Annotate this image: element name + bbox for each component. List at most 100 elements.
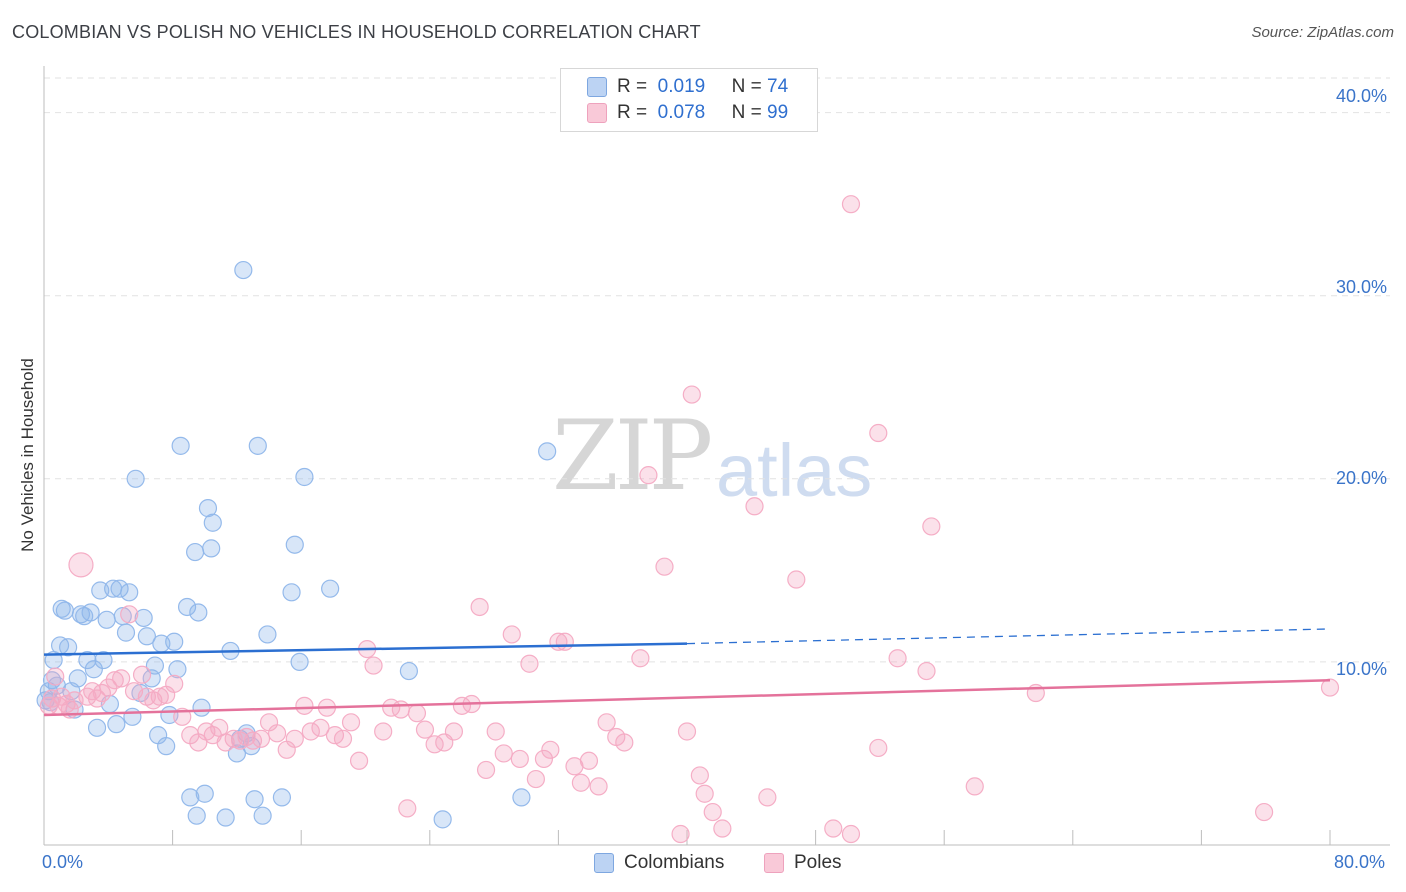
polish-point bbox=[841, 195, 861, 214]
colombian-point bbox=[165, 632, 184, 651]
colombian-point bbox=[52, 599, 71, 618]
colombian-point bbox=[134, 608, 153, 628]
colombian-point bbox=[187, 806, 206, 825]
polish-point bbox=[374, 722, 393, 741]
polish-point bbox=[150, 687, 169, 706]
colombian-point bbox=[321, 579, 340, 598]
colombian-point bbox=[285, 535, 304, 554]
legend-r-label: R = bbox=[617, 102, 648, 123]
stats-legend: R = 0.019 N = 74 R = 0.078 N = 99 bbox=[560, 68, 818, 132]
colombian-point bbox=[189, 603, 208, 622]
y-tick-label-20: 20.0% bbox=[1336, 468, 1388, 488]
colombian-point bbox=[203, 513, 222, 532]
legend-item-colombians[interactable]: Colombians bbox=[594, 852, 724, 874]
colombian-trend-line bbox=[43, 642, 688, 656]
polish-point bbox=[824, 819, 843, 838]
polish-point bbox=[486, 722, 505, 741]
colombian-point bbox=[157, 737, 176, 756]
colombian-point bbox=[195, 784, 214, 803]
y-tick-label-40: 40.0% bbox=[1336, 86, 1388, 106]
colombian-point bbox=[59, 638, 78, 657]
x-tick-label-max: 80.0% bbox=[1334, 852, 1386, 872]
legend-item-poles[interactable]: Poles bbox=[764, 852, 842, 874]
polish-point bbox=[555, 632, 574, 651]
legend-swatch-pink bbox=[764, 853, 784, 873]
polish-point bbox=[476, 760, 496, 780]
legend-row-poles: R = 0.078 N = 99 bbox=[587, 101, 788, 125]
polish-point bbox=[68, 552, 94, 578]
colombian-point bbox=[234, 260, 253, 280]
polish-point bbox=[917, 661, 936, 681]
polish-point bbox=[690, 766, 709, 785]
colombian-point bbox=[97, 610, 116, 629]
polish-point bbox=[112, 669, 131, 688]
legend-label-poles: Poles bbox=[794, 852, 842, 873]
colombian-point bbox=[126, 469, 145, 488]
colombian-point bbox=[68, 669, 87, 688]
polish-point bbox=[922, 517, 941, 536]
polish-point bbox=[888, 649, 907, 668]
polish-point bbox=[579, 751, 599, 770]
polish-point bbox=[631, 649, 650, 668]
polish-point bbox=[526, 769, 545, 789]
source-label: Source: ZipAtlas.com bbox=[1251, 24, 1394, 41]
colombian-point bbox=[399, 661, 419, 681]
colombian-point bbox=[81, 603, 100, 622]
colombian-point bbox=[55, 601, 74, 620]
polish-point bbox=[349, 751, 369, 770]
legend-n-label: N = bbox=[731, 76, 762, 97]
polish-point bbox=[671, 824, 690, 844]
polish-point bbox=[869, 423, 888, 443]
polish-point bbox=[99, 678, 118, 697]
legend-n-label: N = bbox=[731, 102, 762, 123]
colombian-point bbox=[245, 790, 264, 809]
polish-point bbox=[415, 720, 435, 739]
polish-point bbox=[758, 788, 777, 807]
legend-n-value: 99 bbox=[767, 102, 789, 123]
polish-point bbox=[841, 824, 861, 844]
y-tick-label-30: 30.0% bbox=[1336, 277, 1388, 297]
polish-point bbox=[470, 597, 489, 617]
polish-point bbox=[869, 738, 888, 758]
colombian-point bbox=[110, 579, 129, 598]
polish-point bbox=[341, 713, 361, 732]
polish-point bbox=[677, 722, 697, 741]
polish-point bbox=[639, 466, 658, 485]
colombian-point bbox=[198, 499, 218, 518]
polish-point bbox=[364, 656, 383, 675]
colombian-point bbox=[177, 597, 197, 617]
colombian-point bbox=[290, 652, 309, 672]
polish-point bbox=[713, 819, 732, 838]
colombian-point bbox=[433, 810, 452, 829]
legend-row-colombians: R = 0.019 N = 74 bbox=[587, 75, 788, 99]
colombian-point bbox=[78, 650, 97, 670]
polish-point bbox=[285, 729, 304, 748]
polish-point bbox=[444, 722, 464, 741]
polish-point bbox=[251, 729, 271, 748]
polish-point bbox=[655, 557, 674, 576]
colombian-point bbox=[258, 625, 277, 644]
colombian-point bbox=[538, 442, 557, 461]
polish-point bbox=[165, 674, 184, 693]
polish-point bbox=[1320, 678, 1340, 697]
colombian-point bbox=[248, 436, 267, 455]
polish-trend-line bbox=[43, 678, 1331, 717]
colombian-point bbox=[107, 715, 126, 734]
colombian-point bbox=[253, 806, 272, 825]
polish-point bbox=[745, 497, 764, 516]
legend-swatch-blue bbox=[587, 77, 607, 97]
polish-point bbox=[965, 777, 984, 796]
polish-point bbox=[398, 799, 417, 818]
colombian-point bbox=[192, 698, 211, 717]
y-axis-label: No Vehicles in Household bbox=[18, 358, 37, 552]
polish-point bbox=[391, 700, 410, 719]
polish-point bbox=[494, 744, 513, 763]
legend-r-value: 0.078 bbox=[657, 102, 706, 123]
legend-r-value: 0.019 bbox=[657, 76, 706, 97]
polish-point bbox=[105, 671, 124, 690]
polish-point bbox=[615, 733, 634, 752]
polish-point bbox=[132, 665, 152, 684]
polish-point bbox=[589, 777, 608, 796]
polish-point bbox=[571, 773, 591, 792]
